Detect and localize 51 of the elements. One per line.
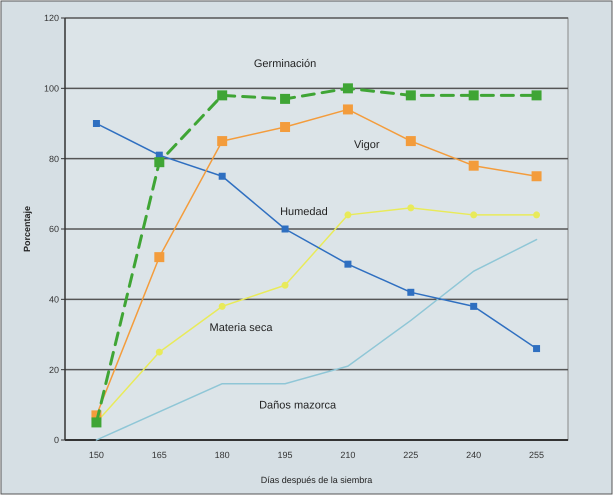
x-tick-label: 210 — [340, 450, 356, 460]
point — [533, 211, 540, 218]
x-tick-label: 255 — [529, 450, 544, 460]
y-tick-label: 80 — [48, 154, 59, 164]
point — [342, 104, 353, 114]
series-label: Materia seca — [210, 322, 274, 334]
point — [154, 157, 164, 168]
point — [468, 160, 479, 171]
point — [406, 90, 416, 100]
y-axis-title: Porcentaje — [22, 206, 32, 252]
point — [217, 136, 228, 146]
point — [407, 288, 414, 296]
x-tick-label: 165 — [152, 450, 167, 460]
point — [217, 90, 228, 100]
y-tick-label: 120 — [44, 13, 59, 24]
line-series — [96, 238, 538, 441]
point — [156, 348, 163, 356]
point — [344, 211, 352, 218]
point — [344, 260, 352, 268]
point — [218, 302, 226, 310]
point — [532, 171, 542, 182]
point — [92, 120, 100, 127]
point — [470, 302, 478, 310]
y-tick-label: 20 — [48, 364, 59, 375]
series-label: Daños mazorca — [259, 399, 338, 412]
point — [468, 90, 479, 100]
x-tick-label: 225 — [403, 450, 418, 460]
point — [532, 90, 542, 100]
y-tick-label: 60 — [48, 224, 59, 234]
x-tick-label: 195 — [278, 450, 293, 460]
series-label: Vigor — [354, 139, 380, 152]
y-tick-label: 40 — [48, 294, 59, 304]
x-tick-label: 180 — [214, 450, 230, 460]
point — [280, 94, 290, 104]
point — [533, 345, 540, 352]
y-tick-label: 0 — [54, 435, 59, 446]
point — [342, 83, 353, 94]
series-label: Humedad — [280, 206, 328, 218]
point — [470, 211, 478, 218]
point — [218, 172, 226, 180]
point — [280, 122, 290, 132]
text: Germinación — [254, 58, 316, 70]
point — [154, 252, 164, 262]
x-axis-title: Días después de la siembra — [260, 475, 372, 485]
point — [282, 226, 289, 232]
x-tick-label: 240 — [466, 450, 482, 460]
point — [282, 282, 289, 289]
x-tick-label: 150 — [88, 450, 104, 460]
point — [406, 136, 416, 146]
point — [407, 204, 414, 212]
y-tick-label: 100 — [44, 83, 59, 94]
